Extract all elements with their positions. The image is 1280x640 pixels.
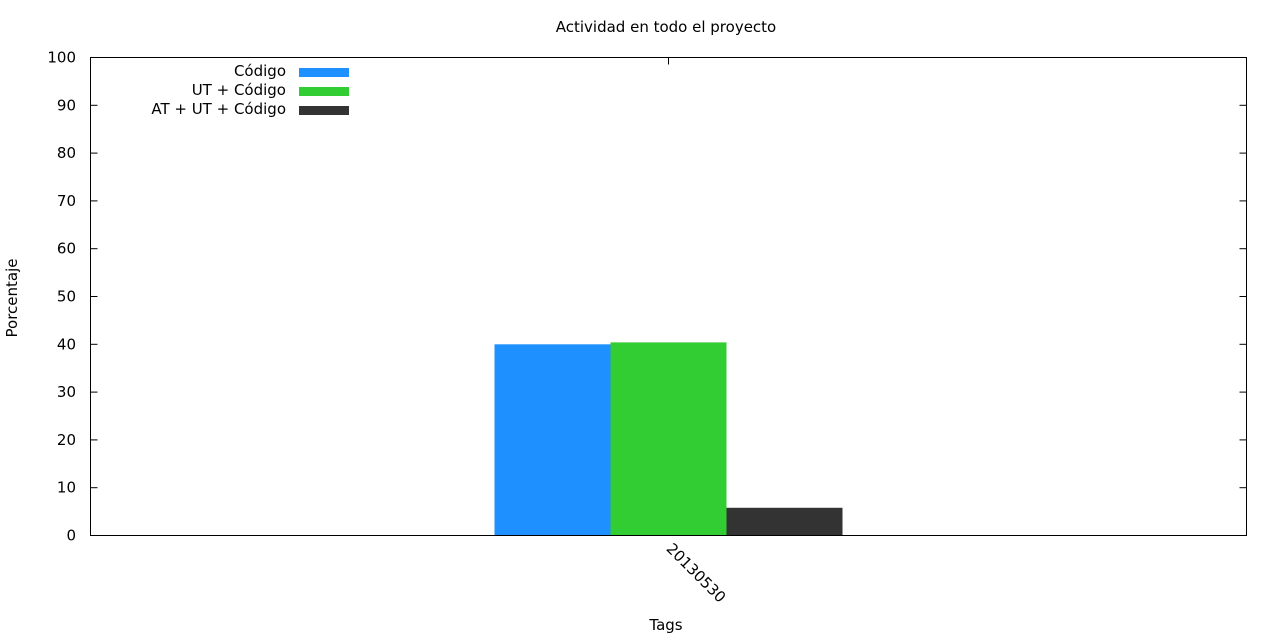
y-tick-label: 30: [57, 383, 76, 401]
bars: [494, 342, 843, 536]
y-tick-label: 0: [66, 527, 76, 545]
legend-label: Código: [234, 62, 286, 80]
y-tick-label: 40: [57, 335, 76, 353]
legend-swatch: [299, 106, 349, 115]
x-tick-label: 20130530: [663, 540, 730, 607]
y-tick-label: 70: [57, 192, 76, 210]
bar: [726, 507, 843, 536]
legend-swatch: [299, 68, 349, 77]
bar: [610, 342, 727, 536]
chart-title: Actividad en todo el proyecto: [556, 18, 776, 36]
y-tick-label: 60: [57, 240, 76, 258]
y-axis-label: Porcentaje: [3, 259, 21, 338]
legend-label: UT + Código: [192, 81, 286, 99]
y-tick-label: 90: [57, 96, 76, 114]
y-tick-label: 80: [57, 144, 76, 162]
y-tick-label: 10: [57, 479, 76, 497]
legend-label: AT + UT + Código: [151, 100, 286, 118]
plot-frame: [90, 57, 1247, 536]
y-tick-label: 20: [57, 431, 76, 449]
y-tick-label: 50: [57, 288, 76, 306]
y-tick-label: 100: [47, 49, 76, 67]
legend-swatch: [299, 87, 349, 96]
x-axis-label: Tags: [648, 616, 682, 634]
bar: [494, 344, 611, 536]
